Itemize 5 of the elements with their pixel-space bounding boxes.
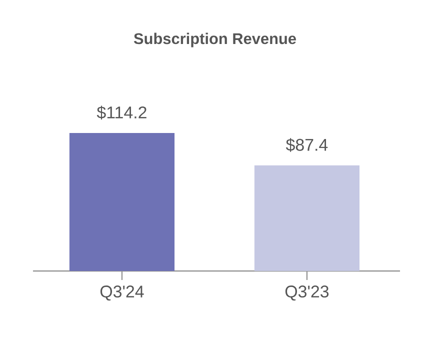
data-label: $87.4 — [286, 138, 328, 152]
data-label: $114.2 — [96, 106, 146, 120]
x-tick-label: Q3'24 — [100, 286, 144, 301]
chart-title: Subscription Revenue — [134, 32, 296, 48]
x-tick-label: Q3'23 — [285, 286, 329, 301]
